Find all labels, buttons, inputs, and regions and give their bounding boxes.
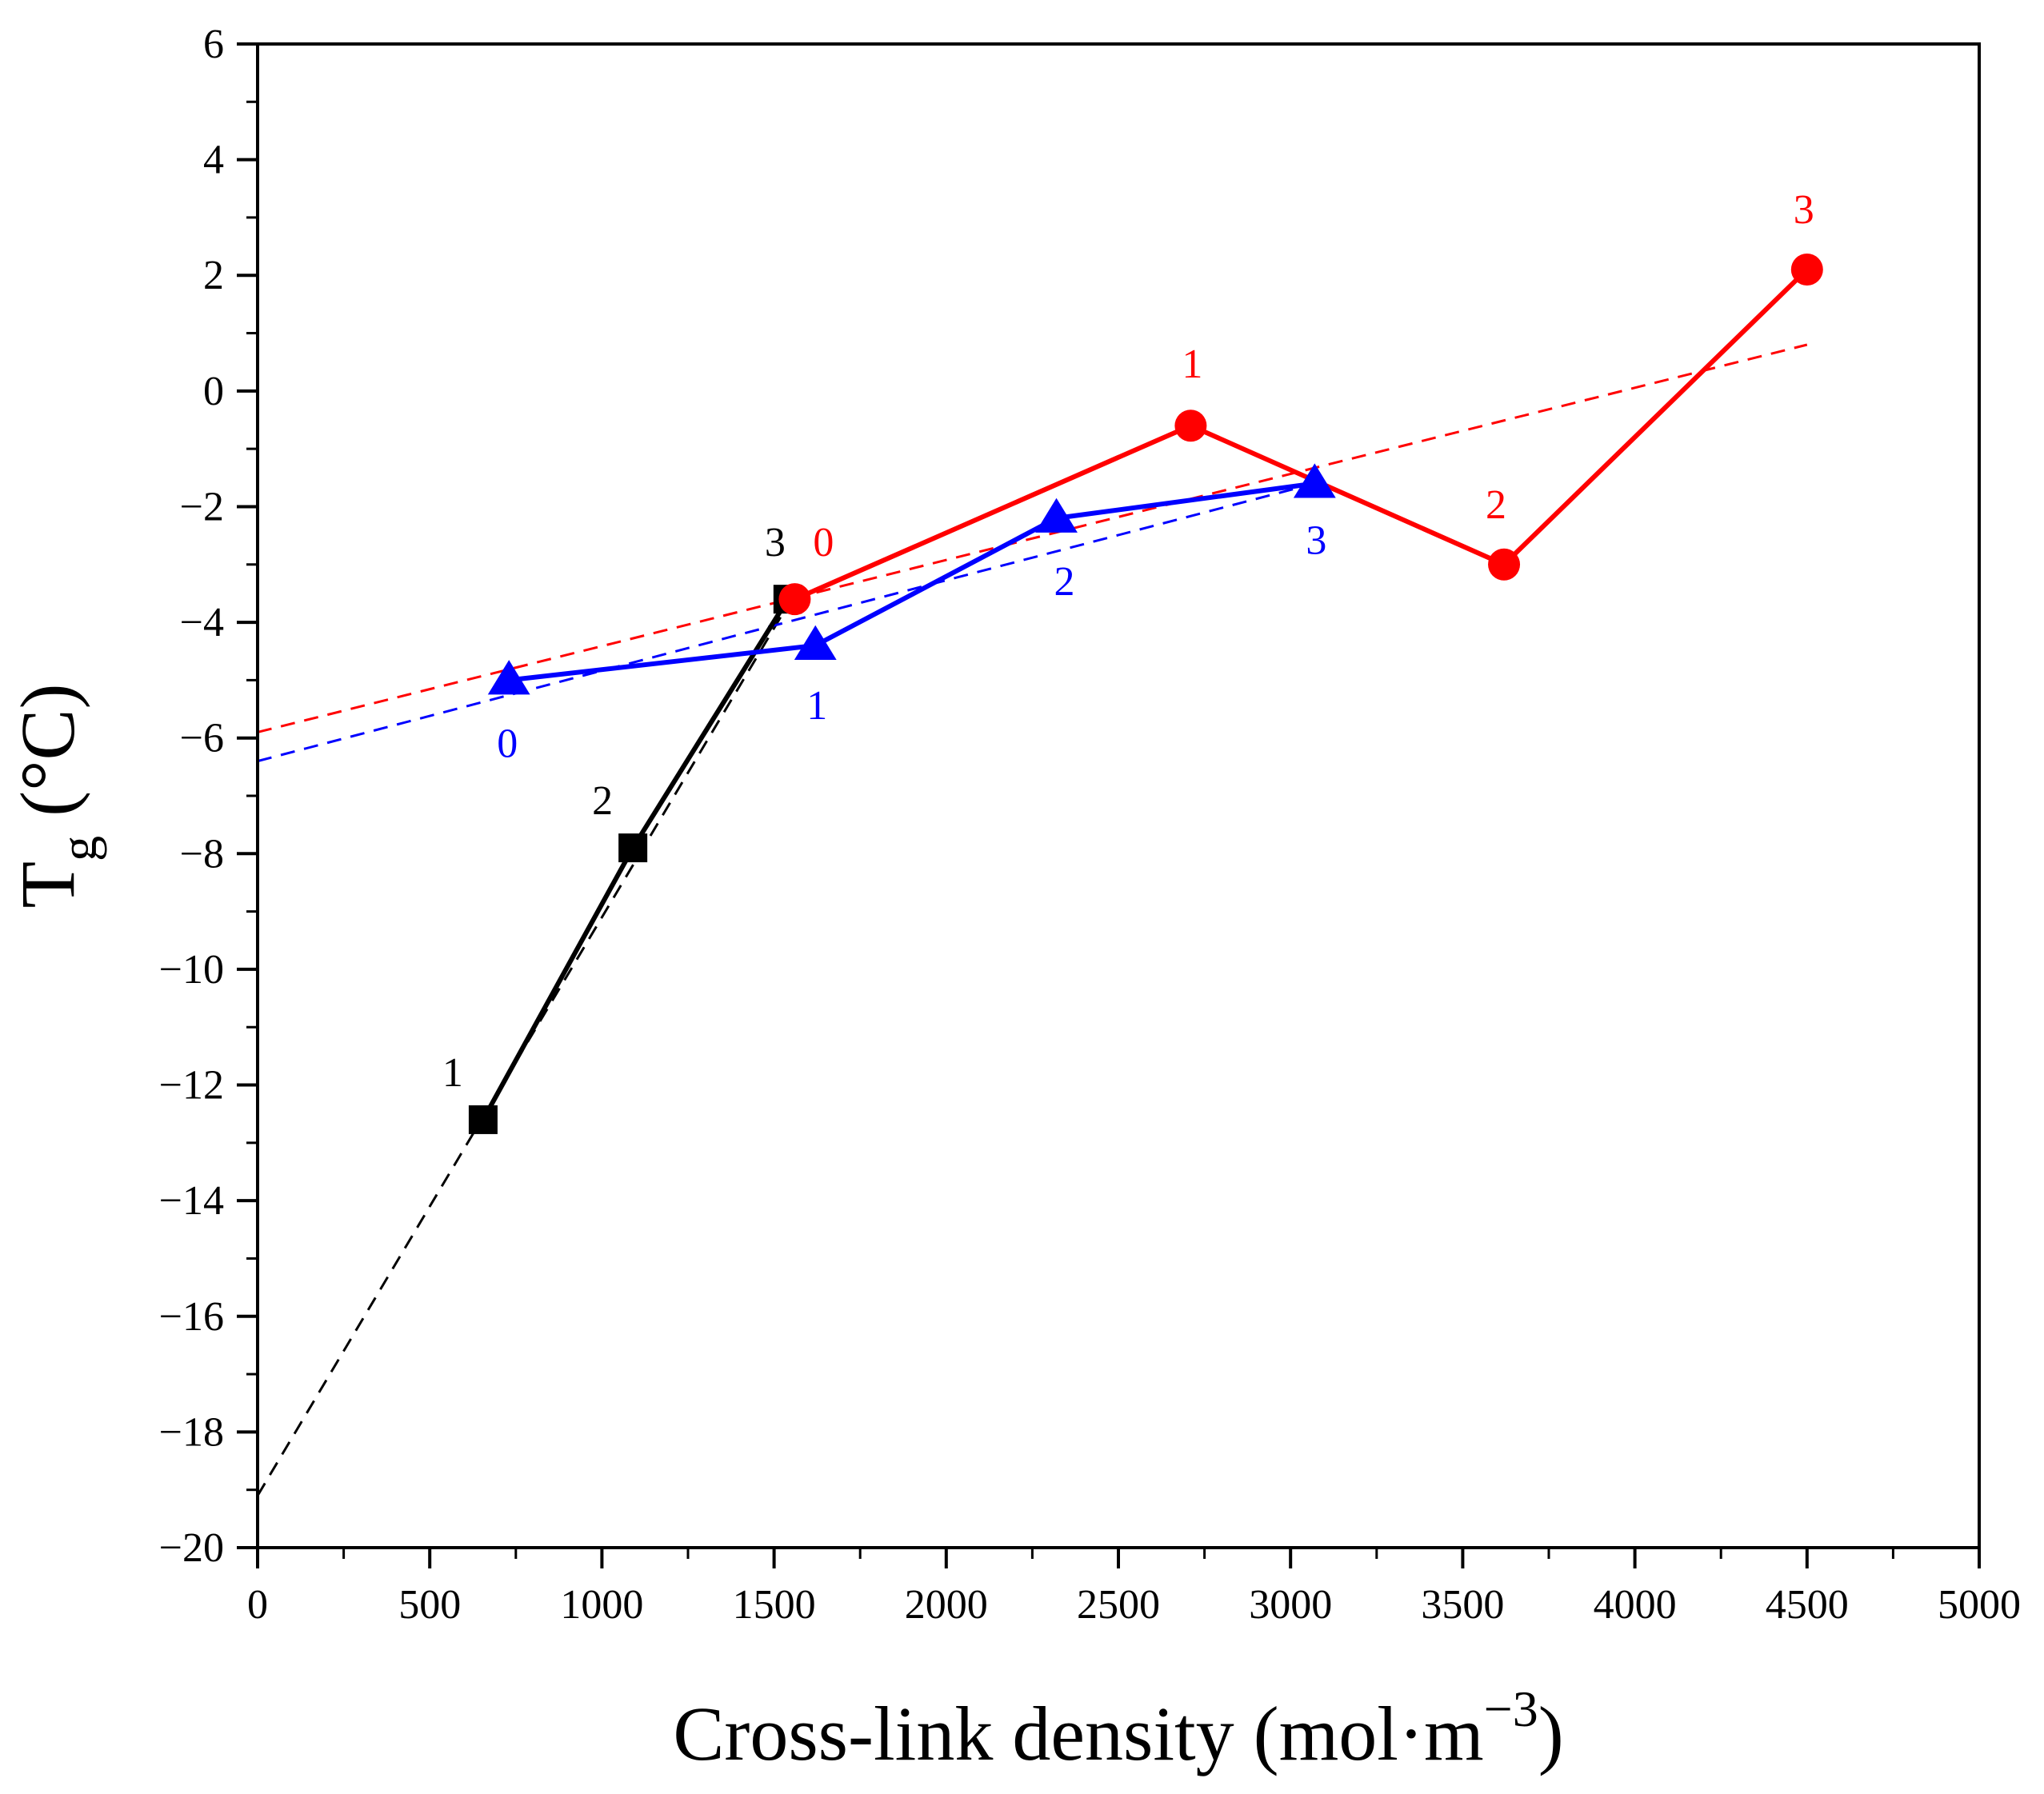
black-squares-fit-line	[256, 598, 793, 1496]
data-markers	[468, 254, 1823, 1134]
x-tick-label: 2000	[905, 1582, 988, 1628]
y-tick-label: 6	[203, 22, 224, 67]
black-squares-point-label: 3	[765, 520, 786, 565]
red-circles-point-label: 2	[1486, 482, 1506, 528]
x-tick-label: 4500	[1766, 1582, 1849, 1628]
x-tick-label: 500	[398, 1582, 461, 1628]
y-tick-label: 2	[203, 253, 224, 298]
y-tick-label: −6	[180, 716, 224, 761]
x-axis-title-close: )	[1538, 1691, 1564, 1776]
y-tick-label: −2	[180, 484, 224, 529]
y-axis-title-subscript: g	[50, 836, 107, 861]
x-tick-label: 0	[247, 1582, 268, 1628]
y-axis-title-rest: (°C)	[5, 684, 90, 836]
black-squares-point	[468, 1105, 498, 1134]
y-tick-label: 4	[203, 138, 224, 183]
y-axis-title: Tg (°C)	[5, 684, 107, 909]
black-squares-point-label: 2	[592, 778, 613, 824]
x-tick-label: 2500	[1077, 1582, 1160, 1628]
red-circles-point	[778, 583, 811, 616]
x-axis-title-superscript: −3	[1484, 1680, 1538, 1737]
red-circles-point	[1488, 548, 1521, 581]
x-tick-label: 3000	[1249, 1582, 1332, 1628]
axis-ticks	[237, 42, 1981, 1568]
y-tick-label: −20	[159, 1525, 224, 1571]
red-circles-fit-line	[257, 343, 1808, 733]
blue-triangles-point-label: 1	[806, 683, 827, 729]
blue-triangles-point	[1293, 463, 1336, 498]
red-circles-point	[1790, 254, 1823, 286]
y-tick-label: −18	[159, 1409, 224, 1455]
x-axis-title: Cross-link density (mol·m−3)	[673, 1680, 1563, 1776]
y-tick-label: −8	[180, 831, 224, 877]
x-tick-label: 4000	[1594, 1582, 1677, 1628]
y-axis-title-main: T	[5, 861, 90, 909]
red-circles-point-label: 0	[813, 520, 834, 565]
blue-triangles-line	[508, 481, 1315, 683]
blue-triangles-point	[487, 660, 530, 695]
y-tick-label: −16	[159, 1294, 224, 1340]
blue-triangles-point-label: 0	[497, 721, 518, 766]
x-tick-label: 1500	[733, 1582, 816, 1628]
y-tick-label: 0	[203, 369, 224, 414]
x-axis-title-main: Cross-link density (mol·m	[673, 1691, 1483, 1776]
x-tick-label: 1000	[560, 1582, 643, 1628]
blue-triangles-point-label: 3	[1306, 518, 1326, 564]
y-tick-label: −4	[180, 600, 224, 645]
x-tick-label: 5000	[1938, 1582, 2021, 1628]
red-circles-line	[794, 267, 1809, 601]
fit-lines	[256, 343, 1808, 1496]
red-circles-point-label: 1	[1182, 342, 1202, 387]
red-circles-point	[1174, 410, 1207, 442]
black-squares-point-label: 1	[442, 1050, 463, 1096]
blue-triangles-point	[794, 625, 837, 660]
black-squares-point	[618, 833, 648, 863]
red-circles-point-label: 3	[1794, 187, 1814, 233]
x-tick-label: 3500	[1421, 1582, 1504, 1628]
y-tick-label: −14	[159, 1178, 224, 1224]
blue-triangles-fit-line	[257, 482, 1315, 763]
blue-triangles-point	[1035, 497, 1078, 533]
blue-triangles-point-label: 2	[1054, 559, 1075, 605]
y-tick-label: −10	[159, 947, 224, 993]
y-tick-label: −12	[159, 1063, 224, 1109]
x-tick-labels: 0 500 1000 1500 2000 2500 3000 3500 4000 4500 5000	[247, 1582, 2021, 1628]
